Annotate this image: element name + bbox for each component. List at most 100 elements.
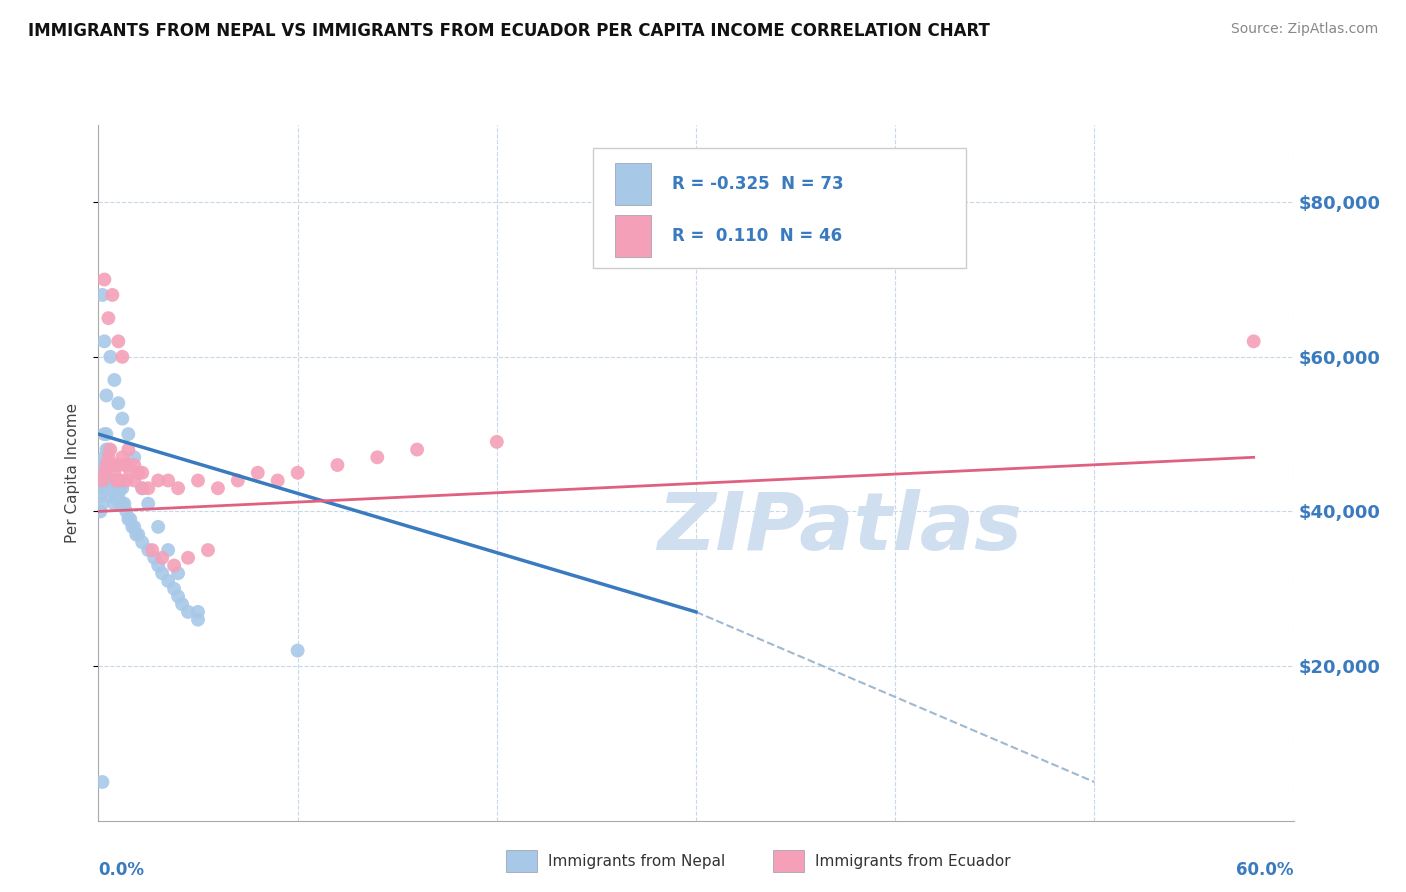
Point	[96, 442, 118, 457]
Point	[111, 350, 134, 364]
Point	[93, 272, 115, 286]
Point	[100, 350, 122, 364]
Point	[131, 481, 153, 495]
Point	[97, 442, 120, 457]
Y-axis label: Per Capita Income: Per Capita Income	[65, 402, 80, 543]
Point	[187, 613, 209, 627]
Point	[157, 474, 180, 488]
Point	[117, 512, 139, 526]
Point	[187, 605, 209, 619]
Point	[131, 535, 153, 549]
Point	[101, 458, 124, 472]
Point	[110, 497, 132, 511]
Point	[124, 520, 146, 534]
Point	[157, 543, 180, 558]
Point	[96, 388, 118, 402]
Point	[105, 489, 128, 503]
Point	[96, 474, 118, 488]
Point	[100, 474, 122, 488]
Point	[150, 566, 173, 581]
Point	[124, 458, 146, 472]
Point	[124, 474, 146, 488]
Point	[112, 497, 135, 511]
Point	[163, 558, 186, 573]
Point	[207, 481, 229, 495]
Point	[143, 550, 166, 565]
Point	[110, 474, 132, 488]
Point	[91, 481, 114, 495]
Point	[105, 481, 128, 495]
Point	[124, 450, 146, 465]
Point	[246, 466, 269, 480]
Point	[121, 520, 143, 534]
Point	[117, 427, 139, 442]
Point	[125, 527, 148, 541]
Point	[150, 550, 173, 565]
Point	[226, 474, 249, 488]
Point	[105, 474, 128, 488]
Point	[167, 590, 190, 604]
Point	[103, 373, 125, 387]
Point	[406, 442, 429, 457]
Point	[120, 512, 142, 526]
Point	[127, 466, 149, 480]
Point	[91, 474, 114, 488]
Point	[111, 481, 134, 495]
Point	[167, 481, 190, 495]
Text: 0.0%: 0.0%	[98, 861, 145, 879]
Point	[111, 497, 134, 511]
Point	[267, 474, 290, 488]
Point	[148, 474, 170, 488]
Point	[100, 442, 122, 457]
Point	[172, 597, 194, 611]
Point	[101, 458, 124, 472]
Text: Source: ZipAtlas.com: Source: ZipAtlas.com	[1230, 22, 1378, 37]
Point	[101, 288, 124, 302]
Point	[127, 466, 149, 480]
Point	[101, 481, 124, 495]
Point	[187, 474, 209, 488]
Point	[177, 605, 200, 619]
Point	[107, 396, 129, 410]
Point	[97, 474, 120, 488]
Point	[157, 574, 180, 588]
Point	[326, 458, 349, 472]
Point	[141, 543, 163, 558]
Point	[100, 458, 122, 472]
Point	[117, 458, 139, 472]
Point	[96, 427, 118, 442]
Point	[120, 466, 142, 480]
Point	[111, 450, 134, 465]
Point	[91, 458, 114, 472]
Point	[91, 497, 114, 511]
Point	[366, 450, 388, 465]
Point	[148, 520, 170, 534]
Text: Immigrants from Ecuador: Immigrants from Ecuador	[815, 854, 1011, 869]
Point	[136, 481, 159, 495]
Point	[93, 427, 115, 442]
Point	[1243, 334, 1265, 349]
Point	[107, 489, 129, 503]
Point	[127, 527, 149, 541]
Point	[91, 288, 114, 302]
Point	[91, 474, 114, 488]
Text: R =  0.110  N = 46: R = 0.110 N = 46	[672, 227, 842, 245]
Point	[97, 458, 120, 472]
Point	[100, 489, 122, 503]
Point	[96, 458, 118, 472]
Point	[148, 558, 170, 573]
Point	[131, 466, 153, 480]
Point	[107, 458, 129, 472]
Point	[103, 474, 125, 488]
Point	[115, 504, 138, 518]
Point	[112, 458, 135, 472]
Point	[111, 411, 134, 425]
Point	[103, 481, 125, 495]
Text: ZIPatlas: ZIPatlas	[657, 490, 1022, 567]
Point	[136, 497, 159, 511]
Point	[103, 466, 125, 480]
Point	[177, 550, 200, 565]
Point	[107, 334, 129, 349]
Point	[93, 450, 115, 465]
Text: Immigrants from Nepal: Immigrants from Nepal	[548, 854, 725, 869]
